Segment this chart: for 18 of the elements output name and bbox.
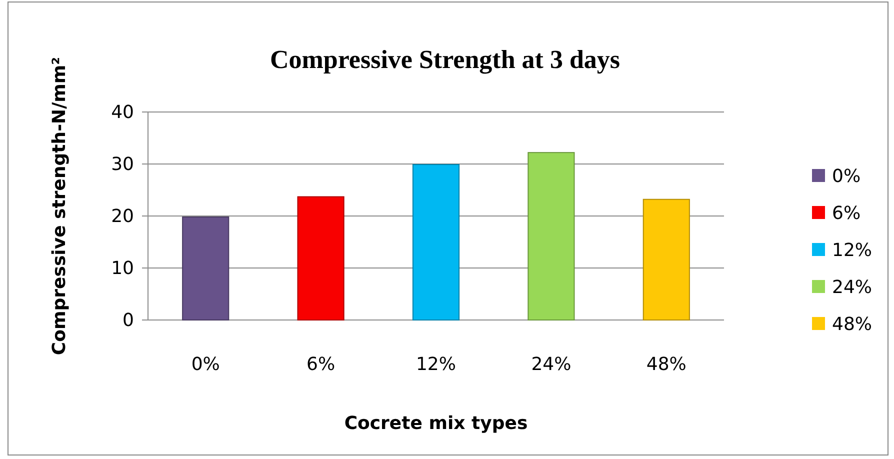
chart-title: Compressive Strength at 3 days (270, 45, 620, 74)
x-tick-label: 24% (531, 354, 572, 375)
x-tick-label: 12% (416, 354, 456, 375)
y-tick-label: 20 (111, 206, 134, 227)
legend-label: 6% (832, 203, 861, 224)
y-tick-label: 10 (111, 258, 134, 279)
x-axis-title: Cocrete mix types (344, 413, 528, 434)
x-tick-label: 0% (191, 354, 220, 375)
y-tick-label: 30 (111, 154, 134, 175)
x-tick-label: 48% (646, 354, 686, 375)
y-tick-label: 0 (122, 310, 134, 331)
legend-label: 12% (832, 240, 872, 261)
x-tick-label: 6% (306, 354, 336, 375)
y-tick-label: 40 (111, 102, 134, 123)
legend-label: 48% (832, 314, 872, 335)
y-axis-title: Compressive strength-N/mm² (49, 56, 70, 356)
legend-label: 24% (832, 277, 872, 298)
legend-label: 0% (832, 166, 861, 187)
